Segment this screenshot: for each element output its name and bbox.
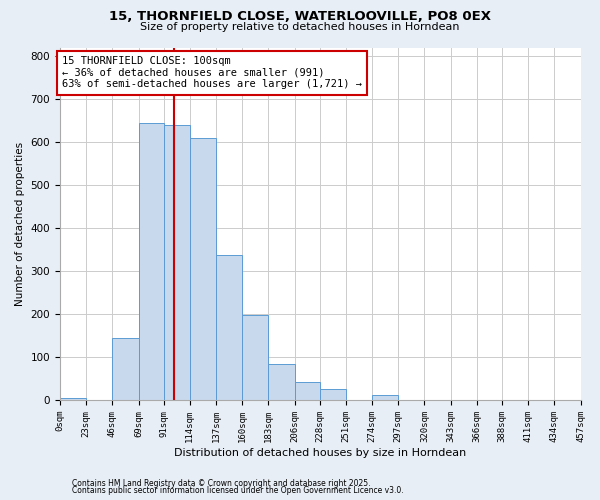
Y-axis label: Number of detached properties: Number of detached properties	[15, 142, 25, 306]
Bar	[139, 122, 164, 400]
Bar	[216, 254, 242, 400]
Bar	[60, 398, 86, 400]
Bar	[242, 315, 268, 400]
Text: 15 THORNFIELD CLOSE: 100sqm
← 36% of detached houses are smaller (991)
63% of se: 15 THORNFIELD CLOSE: 100sqm ← 36% of det…	[62, 56, 362, 90]
Bar	[295, 382, 320, 400]
Text: Contains HM Land Registry data © Crown copyright and database right 2025.: Contains HM Land Registry data © Crown c…	[72, 478, 371, 488]
X-axis label: Distribution of detached houses by size in Horndean: Distribution of detached houses by size …	[174, 448, 466, 458]
Text: Size of property relative to detached houses in Horndean: Size of property relative to detached ho…	[140, 22, 460, 32]
Bar	[112, 338, 139, 400]
Bar	[320, 389, 346, 400]
Text: Contains public sector information licensed under the Open Government Licence v3: Contains public sector information licen…	[72, 486, 404, 495]
Bar	[268, 364, 295, 400]
Bar	[190, 138, 216, 400]
Bar	[164, 125, 190, 400]
Bar	[372, 395, 398, 400]
Text: 15, THORNFIELD CLOSE, WATERLOOVILLE, PO8 0EX: 15, THORNFIELD CLOSE, WATERLOOVILLE, PO8…	[109, 10, 491, 23]
